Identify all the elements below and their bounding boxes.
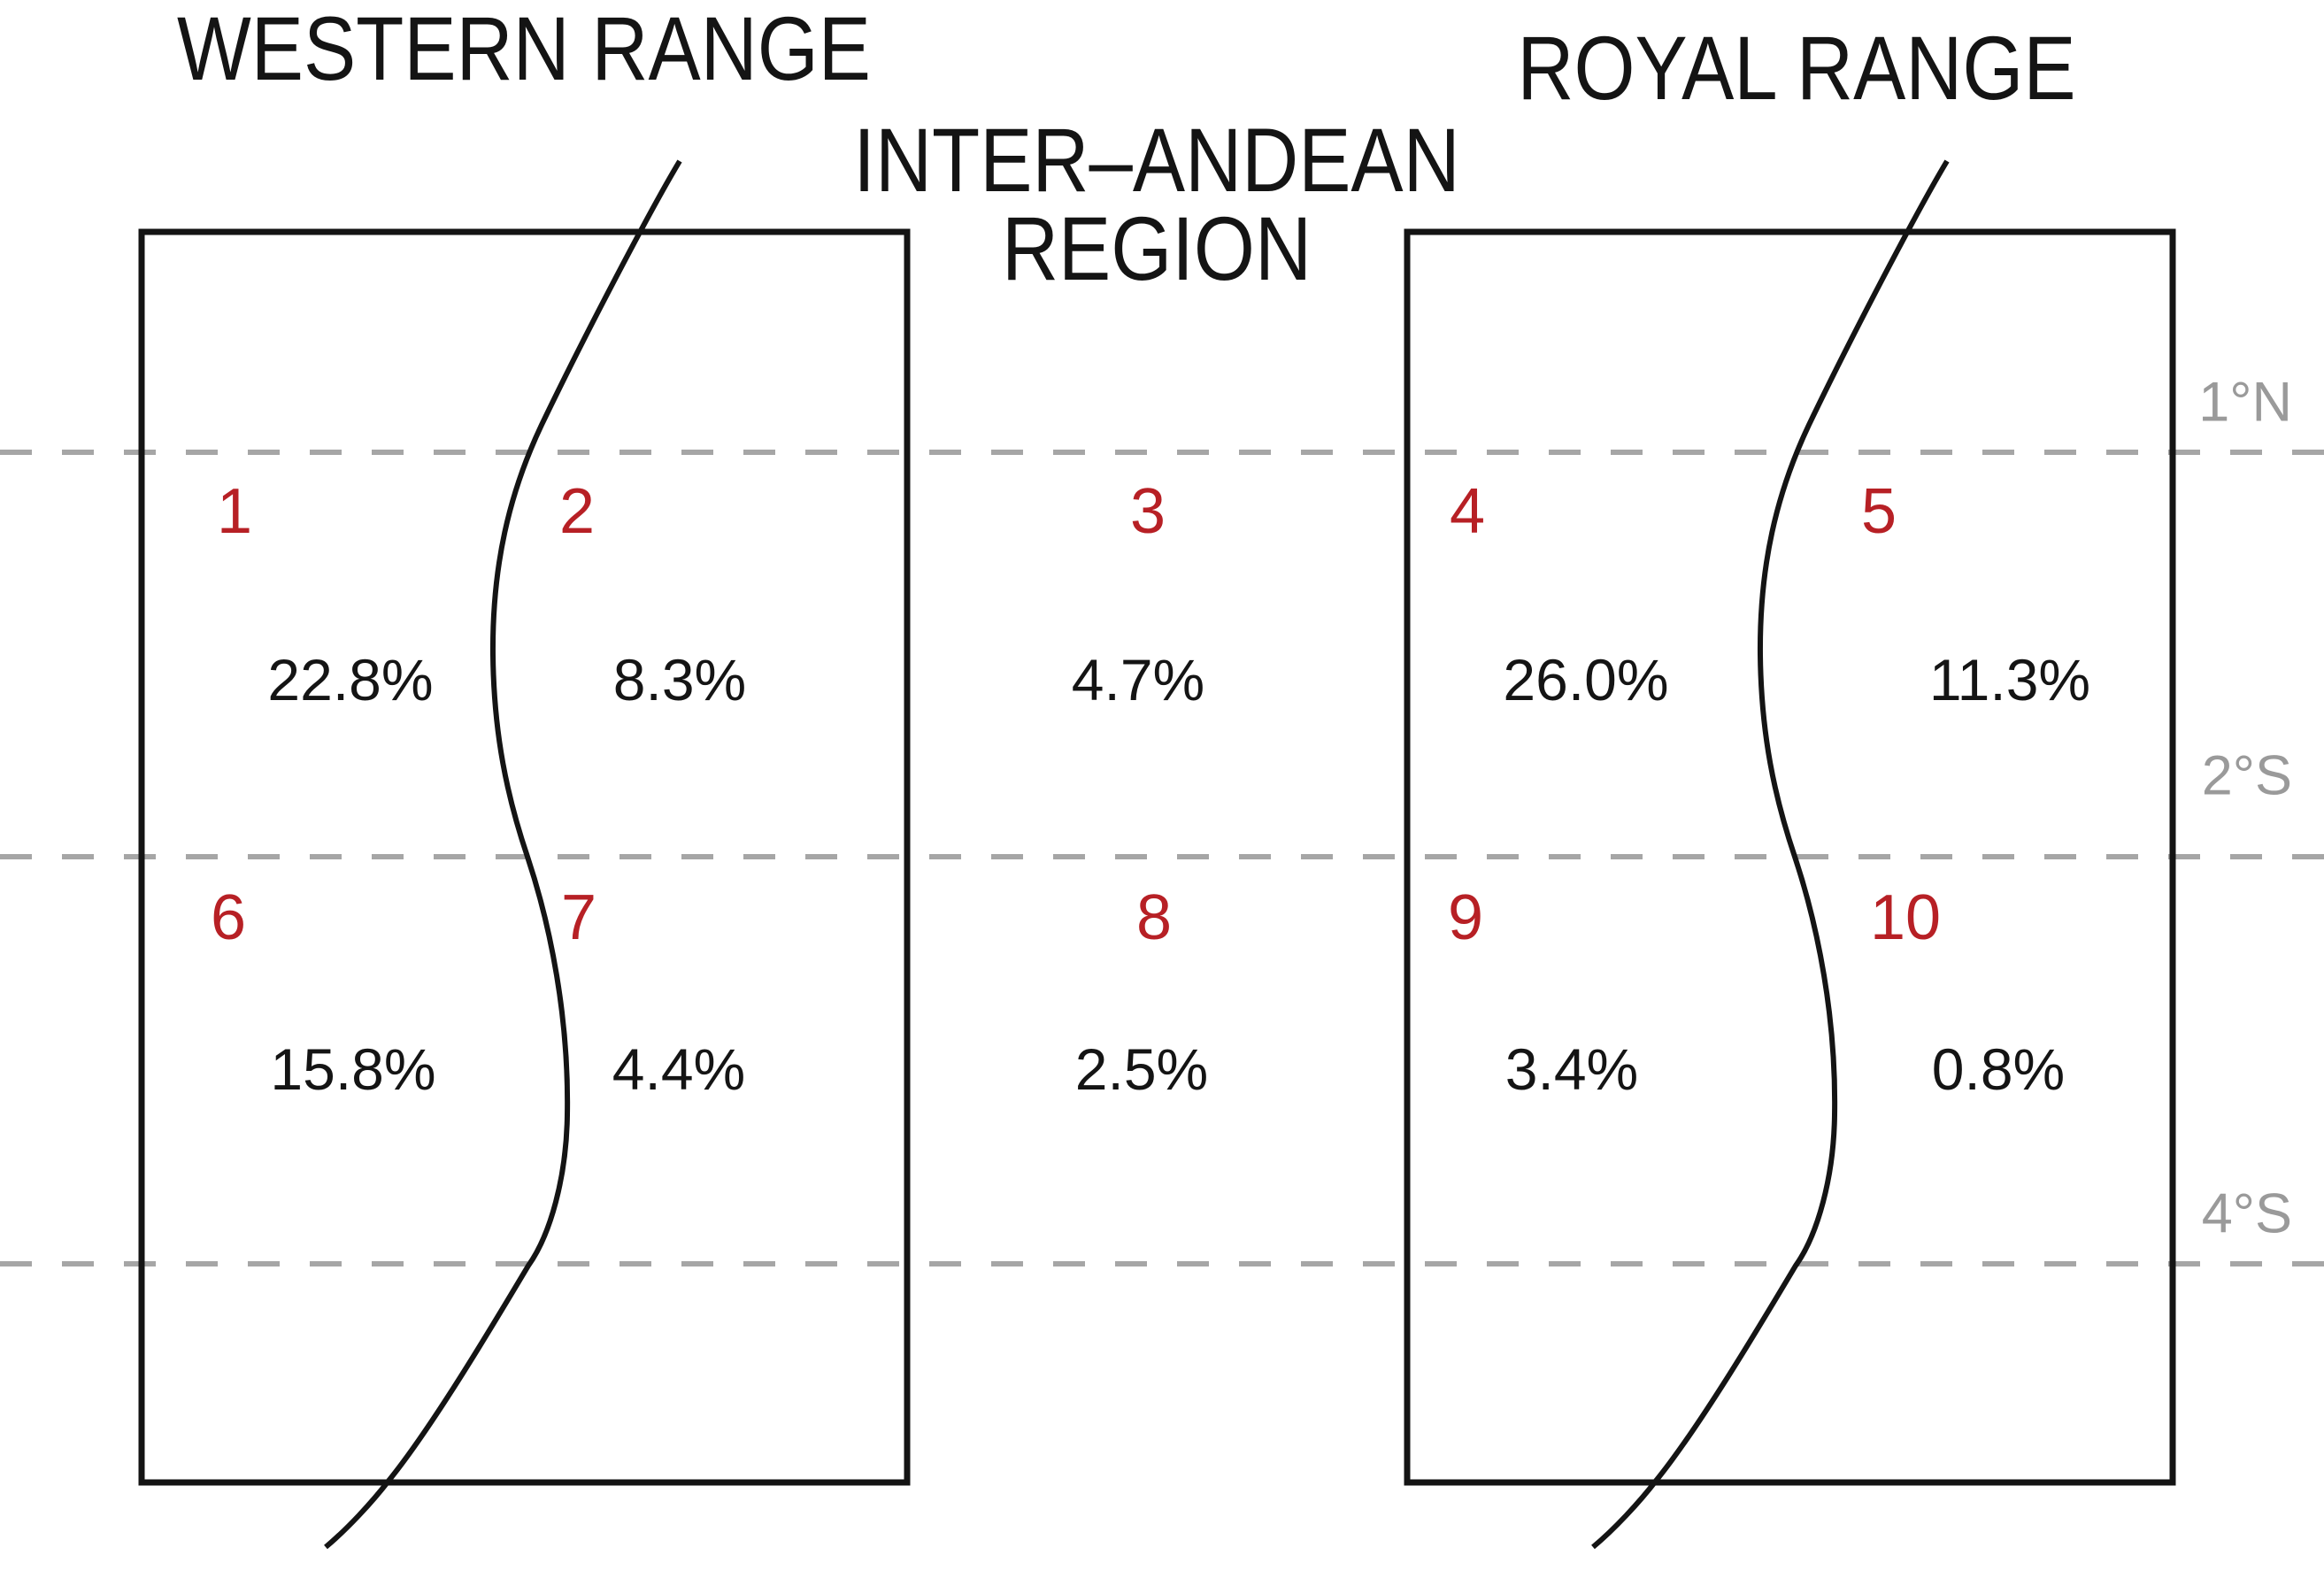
royal-range-title: ROYAL RANGE — [1517, 18, 2076, 119]
zone-2-percent: 8.3% — [612, 647, 747, 712]
western-range-title: WESTERN RANGE — [177, 0, 871, 99]
zone-3-number: 3 — [1129, 476, 1166, 547]
zone-2-number: 2 — [558, 476, 596, 547]
zone-6-percent: 15.8% — [270, 1036, 436, 1102]
royal-range-divide-curve — [1591, 159, 1950, 1550]
zone-3-percent: 4.7% — [1071, 647, 1205, 712]
zone-7-number: 7 — [560, 882, 597, 953]
western-range-divide-curve — [324, 159, 682, 1550]
latitude-label-2s: 2°S — [2201, 744, 2292, 807]
inter-andean-title-line2: REGION — [1001, 198, 1312, 299]
zone-6-number: 6 — [210, 882, 247, 953]
zone-1-number: 1 — [216, 476, 253, 547]
zone-8-number: 8 — [1135, 882, 1173, 953]
zone-8-percent: 2.5% — [1074, 1036, 1209, 1102]
zone-4-percent: 26.0% — [1503, 647, 1669, 712]
inter-andean-title-line1: INTER–ANDEAN — [853, 110, 1460, 211]
zone-9-percent: 3.4% — [1504, 1036, 1639, 1102]
zone-5-percent: 11.3% — [1928, 647, 2091, 712]
zone-10-percent: 0.8% — [1931, 1036, 2066, 1102]
western-range-box — [138, 228, 911, 1486]
zone-4-number: 4 — [1449, 476, 1486, 547]
zone-7-percent: 4.4% — [612, 1036, 746, 1102]
zone-1-percent: 22.8% — [267, 647, 434, 712]
latitude-label-4s: 4°S — [2201, 1182, 2292, 1245]
zone-10-number: 10 — [1869, 882, 1942, 953]
latitude-label-1n: 1°N — [2198, 371, 2292, 434]
zone-9-number: 9 — [1447, 882, 1484, 953]
royal-range-box — [1404, 228, 2176, 1486]
zone-5-number: 5 — [1860, 476, 1897, 547]
